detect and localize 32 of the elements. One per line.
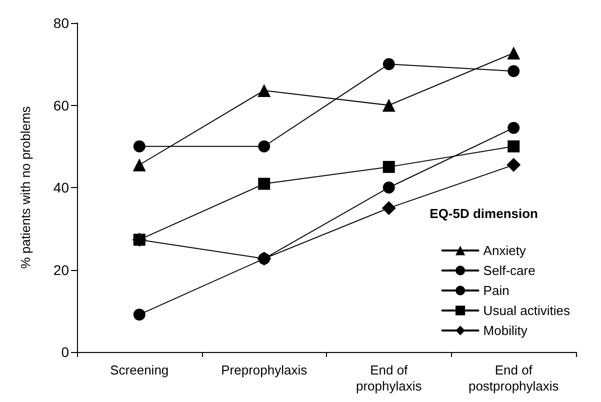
- x-tick-label: End of postprophylaxis: [468, 362, 560, 394]
- point: [258, 178, 270, 190]
- y-tick-label: 60: [53, 97, 70, 114]
- point: [508, 65, 520, 78]
- legend-label: Mobility: [483, 323, 528, 338]
- point: [382, 201, 396, 216]
- point: [133, 140, 146, 152]
- point: [133, 308, 146, 321]
- point: [508, 122, 520, 134]
- legend-label: Pain: [483, 283, 510, 298]
- legend-label: Anxiety: [483, 243, 526, 258]
- point: [507, 46, 520, 60]
- y-tick-label: 0: [61, 344, 70, 360]
- y-tick-label: 80: [53, 15, 70, 31]
- x-tick-label: End of prophylaxis: [356, 362, 422, 394]
- legend-label: Usual activities: [483, 303, 570, 318]
- point: [382, 98, 396, 112]
- legend-title: EQ-5D dimension: [430, 206, 538, 221]
- y-tick-label: 40: [53, 180, 70, 196]
- point: [506, 158, 521, 172]
- point: [258, 140, 270, 152]
- y-axis-title: % patients with no problems: [18, 106, 33, 269]
- legend-label: Self-care: [483, 263, 536, 278]
- point: [382, 182, 395, 194]
- point: [382, 58, 395, 70]
- x-tick-label: Screening: [110, 362, 169, 378]
- x-tick-label: Preprophylaxis: [221, 362, 308, 378]
- point: [258, 84, 271, 97]
- point: [508, 140, 520, 152]
- point: [382, 160, 395, 173]
- point: [132, 158, 146, 172]
- y-tick-label: 20: [53, 262, 70, 278]
